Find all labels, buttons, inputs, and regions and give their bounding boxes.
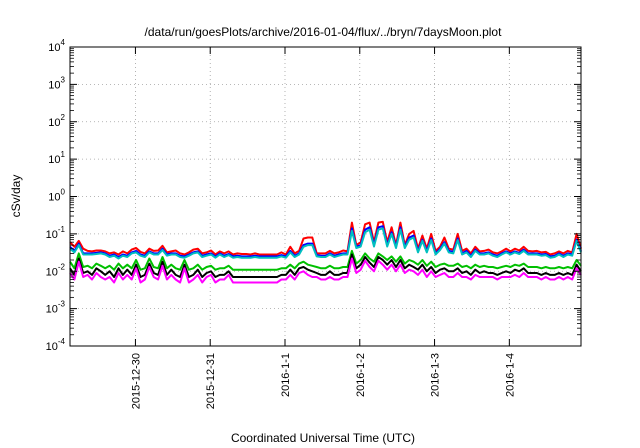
series-line-1 xyxy=(69,220,582,256)
y-tick-label: 104 xyxy=(48,38,65,54)
axis-ticks xyxy=(70,46,581,347)
series-line-5 xyxy=(69,253,582,278)
y-tick-labels: 10-4 10-3 10-2 10-1 100 101 102 103 104 xyxy=(46,38,66,353)
y-tick-label: 103 xyxy=(48,75,65,91)
x-tick-label: 2016-1-4 xyxy=(504,353,516,397)
x-tick-labels: 2015-12-30 2015-12-31 2016-1-1 2016-1-2 2016… xyxy=(130,353,516,409)
y-tick-label: 10-3 xyxy=(46,300,66,316)
x-tick-label: 2016-1-2 xyxy=(355,353,367,397)
y-tick-label: 100 xyxy=(48,188,65,204)
series-line-2 xyxy=(69,225,582,258)
series-line-6 xyxy=(69,257,582,284)
x-tick-label: 2015-12-31 xyxy=(205,353,217,409)
y-tick-label: 10-1 xyxy=(46,225,66,241)
chart-title: /data/run/goesPlots/archive/2016-01-04/f… xyxy=(145,25,503,39)
series-line-4 xyxy=(69,249,582,271)
series-lines xyxy=(69,220,582,284)
series-line-3 xyxy=(69,227,582,260)
y-tick-label: 102 xyxy=(48,113,65,129)
y-axis-label: cSv/day xyxy=(9,175,23,218)
x-tick-label: 2016-1-1 xyxy=(280,353,292,397)
x-tick-label: 2015-12-30 xyxy=(130,353,142,409)
x-axis-label: Coordinated Universal Time (UTC) xyxy=(231,431,415,445)
y-tick-label: 101 xyxy=(48,150,65,166)
x-tick-label: 2016-1-3 xyxy=(430,353,442,397)
y-tick-label: 10-2 xyxy=(46,262,66,278)
y-tick-label: 10-4 xyxy=(46,337,66,353)
